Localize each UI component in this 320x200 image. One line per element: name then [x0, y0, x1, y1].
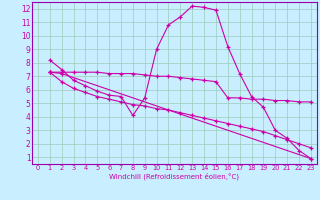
X-axis label: Windchill (Refroidissement éolien,°C): Windchill (Refroidissement éolien,°C) — [109, 173, 239, 180]
